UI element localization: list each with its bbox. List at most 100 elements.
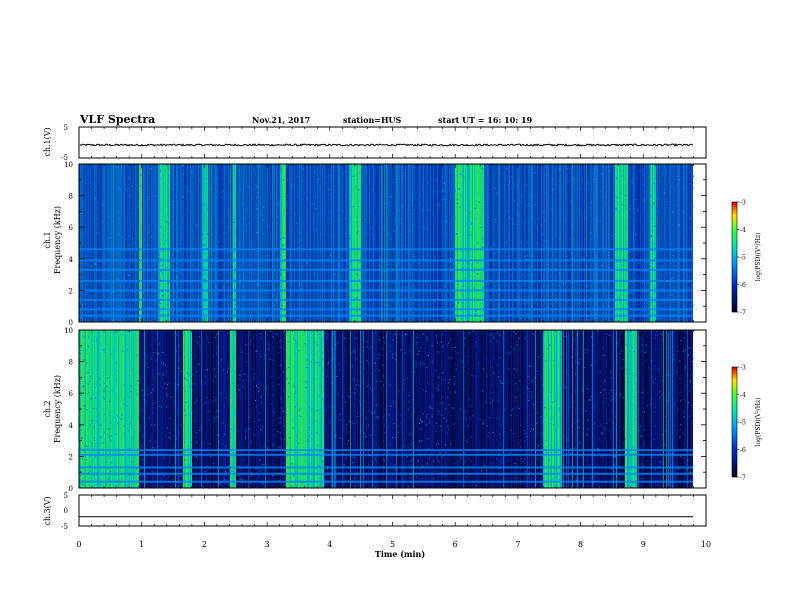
ch1-spectrogram-speckle: [199, 264, 201, 266]
ch2-spectrogram-column: [227, 330, 229, 488]
ch1-spectrogram-speckle: [631, 183, 634, 185]
ch2-spectrogram-speckle: [306, 427, 308, 429]
ch1-spectrogram-speckle: [557, 309, 559, 312]
ch2-spectrogram-speckle: [203, 473, 205, 475]
ch2-spectrogram-speckle: [214, 375, 216, 377]
ch1-spectrogram-speckle: [114, 317, 116, 320]
ch1-spectrogram-speckle: [162, 182, 165, 184]
ch2-spectrogram-speckle: [320, 484, 322, 486]
ch2-spectrogram-column: [616, 330, 618, 488]
ch1-spectrogram-speckle: [612, 312, 614, 315]
ch1-spectrogram-column: [227, 164, 229, 322]
ch2-spectrogram-column: [623, 330, 625, 488]
ch2-spectrogram-speckle: [654, 468, 656, 471]
ch1-spectrogram-column: [688, 164, 690, 322]
ch1-colorbar-step: [732, 211, 737, 213]
ch1-spectrogram-speckle: [653, 207, 655, 209]
ch1-spectrogram-speckle: [424, 227, 426, 229]
ch1-spectrogram-speckle: [282, 179, 284, 181]
ch1-spectrogram-speckle: [214, 276, 216, 278]
ch2-spectrogram-column: [532, 330, 534, 488]
ch2-spectrogram-speckle: [651, 346, 653, 348]
ch1-spectrogram-speckle: [245, 224, 247, 226]
ch2-spectrogram-column: [457, 330, 459, 488]
ch1-spectrogram-speckle: [163, 234, 165, 236]
ch2-spectrogram-speckle: [124, 403, 126, 405]
ch2-spectrogram-speckle: [644, 429, 646, 431]
ch2-spectrogram-speckle: [150, 449, 152, 451]
start-time-label: start UT = 16: 10: 19: [438, 115, 533, 125]
ch2-spectrogram-column: [626, 330, 628, 488]
ch1-spectrogram-speckle: [272, 300, 274, 302]
ch2-spectrogram-speckle: [379, 353, 381, 355]
ch2-spectrogram-speckle: [236, 384, 239, 387]
ch2-spectrogram-speckle: [427, 354, 429, 357]
ch2-spectrogram-speckle: [365, 424, 367, 427]
ch1-spectrogram-speckle: [377, 307, 380, 309]
ch1-spectrogram-speckle: [688, 271, 691, 273]
ch2-spectrogram-speckle: [530, 435, 532, 437]
ch2-spectrogram-speckle: [491, 367, 493, 369]
ch2-spectrogram-speckle: [599, 371, 601, 373]
ch1-spectrogram-speckle: [282, 244, 284, 246]
ch2-spectrogram-speckle: [264, 354, 266, 357]
ch1-colorbar-step: [732, 263, 737, 265]
ch2-spectrogram-column: [686, 330, 688, 488]
ch1-spectrogram-speckle: [357, 188, 360, 191]
ch2-spectrogram-speckle: [239, 374, 241, 377]
ch1-spectrogram-band: [79, 259, 693, 262]
ch2-spectrogram-column: [689, 330, 691, 488]
ch2-spectrogram-speckle: [376, 380, 378, 382]
ch1-spectrogram-speckle: [564, 170, 566, 172]
ch2-spectrogram-speckle: [246, 428, 248, 430]
ch2-spectrogram-column: [675, 330, 677, 488]
ch2-spectrogram-speckle: [104, 413, 106, 416]
ch1-spectrogram-speckle: [461, 302, 463, 304]
ch1-spectrogram-speckle: [629, 273, 632, 276]
ch1-spectrogram-speckle: [586, 284, 588, 286]
ch2-spectrogram-column: [631, 330, 633, 488]
ch1-spectrogram-speckle: [244, 238, 247, 240]
ch2-spectrogram-speckle: [602, 347, 604, 349]
ch1-spectrogram-column: [622, 164, 624, 322]
ch2-spectrogram-speckle: [349, 389, 352, 391]
ch1-spectrogram-column: [301, 164, 303, 322]
ch1-spectrogram-speckle: [580, 223, 582, 225]
ch2-spectrogram-speckle: [583, 367, 585, 369]
ch2-spectrogram-speckle: [178, 357, 180, 359]
ch1-spectrogram-speckle: [388, 263, 390, 265]
ch1-spectrogram-speckle: [661, 274, 663, 276]
ch1-spectrogram-speckle: [526, 313, 528, 315]
ch2-spectrogram-speckle: [382, 374, 384, 376]
ch2-spectrogram-speckle: [284, 484, 286, 486]
ch2-spectrogram-column: [133, 330, 135, 488]
ch2-spectrogram-speckle: [583, 347, 585, 350]
ch1-spectrogram-speckle: [495, 192, 498, 194]
ch2-spectrogram-column: [509, 330, 511, 488]
ch2-spectrogram-speckle: [315, 361, 317, 363]
ch2-spectrogram-speckle: [407, 408, 410, 410]
ch2-spectrogram-speckle: [641, 484, 643, 486]
ch1-spectrogram-speckle: [525, 268, 528, 270]
ch2-spectrogram-speckle: [359, 402, 361, 404]
ch1-spectrogram-speckle: [298, 196, 300, 198]
ch1-spectrogram-speckle: [596, 210, 598, 212]
ch1-spectrogram-column: [287, 164, 289, 322]
ch1-spectrogram-speckle: [115, 166, 117, 168]
ch1-spectrogram-speckle: [296, 309, 298, 311]
ch2-spectrogram-column: [123, 330, 125, 488]
ch1-spectrogram-speckle: [328, 199, 330, 201]
ch1-spectrogram-speckle: [308, 191, 310, 193]
ch1-spectrogram-speckle: [540, 224, 542, 226]
ch2-spectrogram-speckle: [445, 451, 447, 454]
ch2-spectrogram-speckle: [248, 379, 250, 381]
ch2-spectrogram-speckle: [239, 389, 241, 391]
ch1-spectrogram-speckle: [667, 280, 669, 282]
ch1-spectrogram-speckle: [250, 316, 252, 319]
ch1-spectrogram-speckle: [484, 203, 486, 206]
ch1-spectrogram-column: [591, 164, 593, 322]
ch1-spectrogram-speckle: [114, 164, 116, 166]
ch2-spectrogram-column: [592, 330, 594, 488]
ch1-spectrogram-speckle: [496, 221, 498, 223]
ch1-spectrogram-speckle: [393, 230, 395, 232]
